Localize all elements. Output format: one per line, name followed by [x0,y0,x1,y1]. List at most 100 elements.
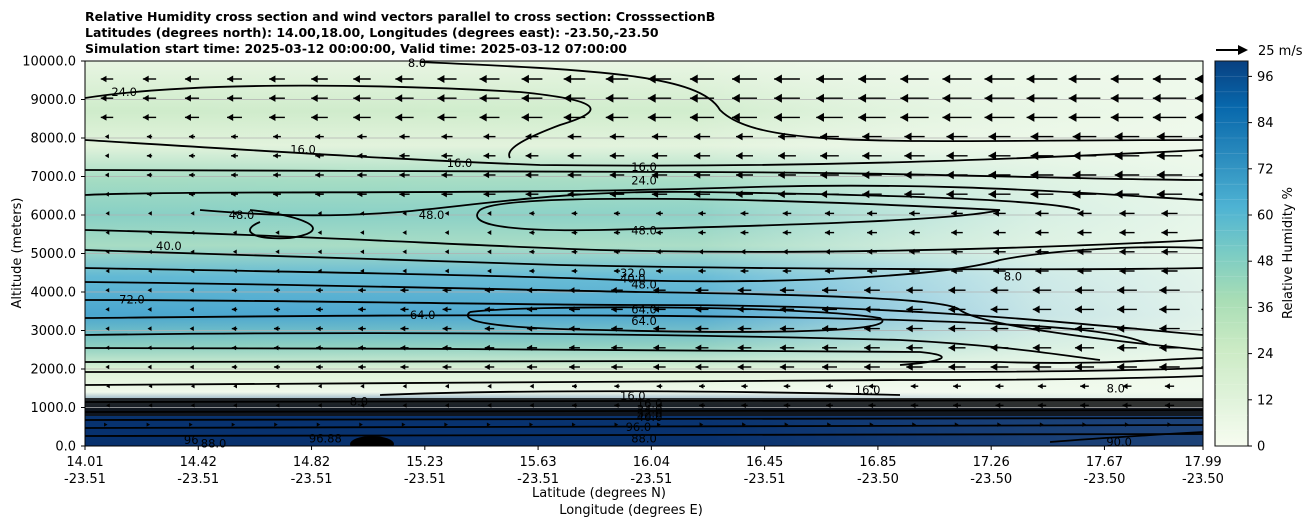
wind-arrow [822,305,837,313]
wind-arrow [100,114,114,121]
wind-arrow [487,383,492,389]
wind-arrow [1156,151,1183,161]
wind-arrow [906,286,923,294]
svg-text:48.0: 48.0 [631,277,657,291]
wind-arrow [826,383,833,389]
wind-arrow [358,325,366,332]
wind-arrow [1117,362,1137,372]
wind-arrow [317,403,322,408]
wind-arrow [736,190,753,198]
wind-arrow [864,286,880,294]
wind-arrow [990,305,1009,314]
wind-arrow [571,210,578,216]
wind-vectors [100,74,1203,427]
wind-arrow [487,403,492,408]
y-tick-label: 2000.0 [31,363,77,378]
wind-arrow [357,133,367,140]
svg-text:16.0: 16.0 [637,397,663,411]
wind-arrow [353,75,371,83]
wind-arrow [993,248,1006,256]
wind-arrow [311,75,328,83]
wind-arrow [783,402,791,409]
wind-arrow [1080,402,1089,409]
wind-arrow [820,151,839,160]
wind-arrow [737,305,752,313]
colorbar-tick-label: 24 [1257,347,1274,362]
wind-arrow [822,286,837,294]
wind-arrow [906,344,923,352]
wind-arrow [740,249,749,255]
wind-arrow [858,112,886,122]
wind-arrow [1032,324,1052,333]
wind-arrow [656,229,663,236]
wind-arrow [147,307,152,312]
wind-arrow [148,384,153,389]
wind-arrow [904,170,925,180]
wind-arrow [1074,324,1095,333]
colorbar-label: Relative Humidity % [1281,187,1296,319]
wind-arrow [656,210,663,217]
wind-arrow [740,210,749,217]
wind-arrow [1110,93,1144,103]
wind-arrow [1124,422,1129,427]
wind-arrow [316,287,323,293]
wind-arrow [1026,74,1058,84]
x-tick-label-lon: -23.50 [970,472,1012,487]
wind-arrow [822,344,837,352]
chart-title-line-3: Simulation start time: 2025-03-12 00:00:… [85,41,627,56]
x-tick-label-lon: -23.51 [744,472,786,487]
wind-arrow [188,153,196,159]
wind-arrow [105,307,110,312]
svg-text:16.0: 16.0 [631,160,657,174]
wind-arrow [188,134,196,140]
svg-text:64.0: 64.0 [631,314,657,328]
wind-arrow [1072,151,1097,161]
wind-arrow [858,93,886,103]
wind-arrow [441,152,453,159]
wind-arrow [693,152,711,160]
wind-arrow [274,422,278,427]
colorbar-tick-label: 36 [1257,301,1274,316]
wind-arrow [402,249,407,255]
wind-arrow [910,402,919,409]
contour-label: 40.0 [156,239,182,253]
x-tick-label-lat: 17.67 [1086,455,1123,470]
wind-arrow [232,211,237,216]
wind-arrow [444,230,449,235]
wind-arrow [444,403,450,408]
wind-arrow [395,75,414,83]
wind-arrow [273,153,281,159]
wind-arrow [104,153,109,159]
wind-arrow [521,113,543,122]
wind-arrow [736,132,753,141]
wind-arrow [778,151,796,160]
svg-text:24.0: 24.0 [637,402,663,416]
contour-label: 96.0 [626,420,652,434]
wind-arrow [395,94,414,103]
y-tick-label: 1000.0 [31,401,77,416]
svg-text:24.0: 24.0 [631,173,657,187]
wind-arrow [909,210,920,217]
wind-arrow [1026,112,1058,122]
wind-arrow [900,74,929,84]
wind-arrow [611,363,623,371]
wind-arrow [189,422,193,427]
wind-arrow [273,191,281,197]
wind-arrow [315,152,324,159]
wind-arrow [231,364,238,370]
y-tick-label: 6000.0 [31,209,77,224]
wind-arrow [1117,305,1137,314]
contour-label: 64.0 [410,308,436,322]
wind-arrow [611,325,623,332]
wind-arrow [317,249,322,255]
wind-arrow [317,268,322,274]
y-tick-label: 4000.0 [31,286,77,301]
wind-arrow [1114,189,1140,199]
wind-arrow [732,93,757,103]
colorbar-tick-label: 84 [1257,116,1274,131]
wind-arrow [441,171,453,179]
wind-arrow [1119,267,1135,275]
wind-arrow [867,210,877,217]
wind-arrow [442,287,452,294]
wind-arrow [1161,228,1178,237]
